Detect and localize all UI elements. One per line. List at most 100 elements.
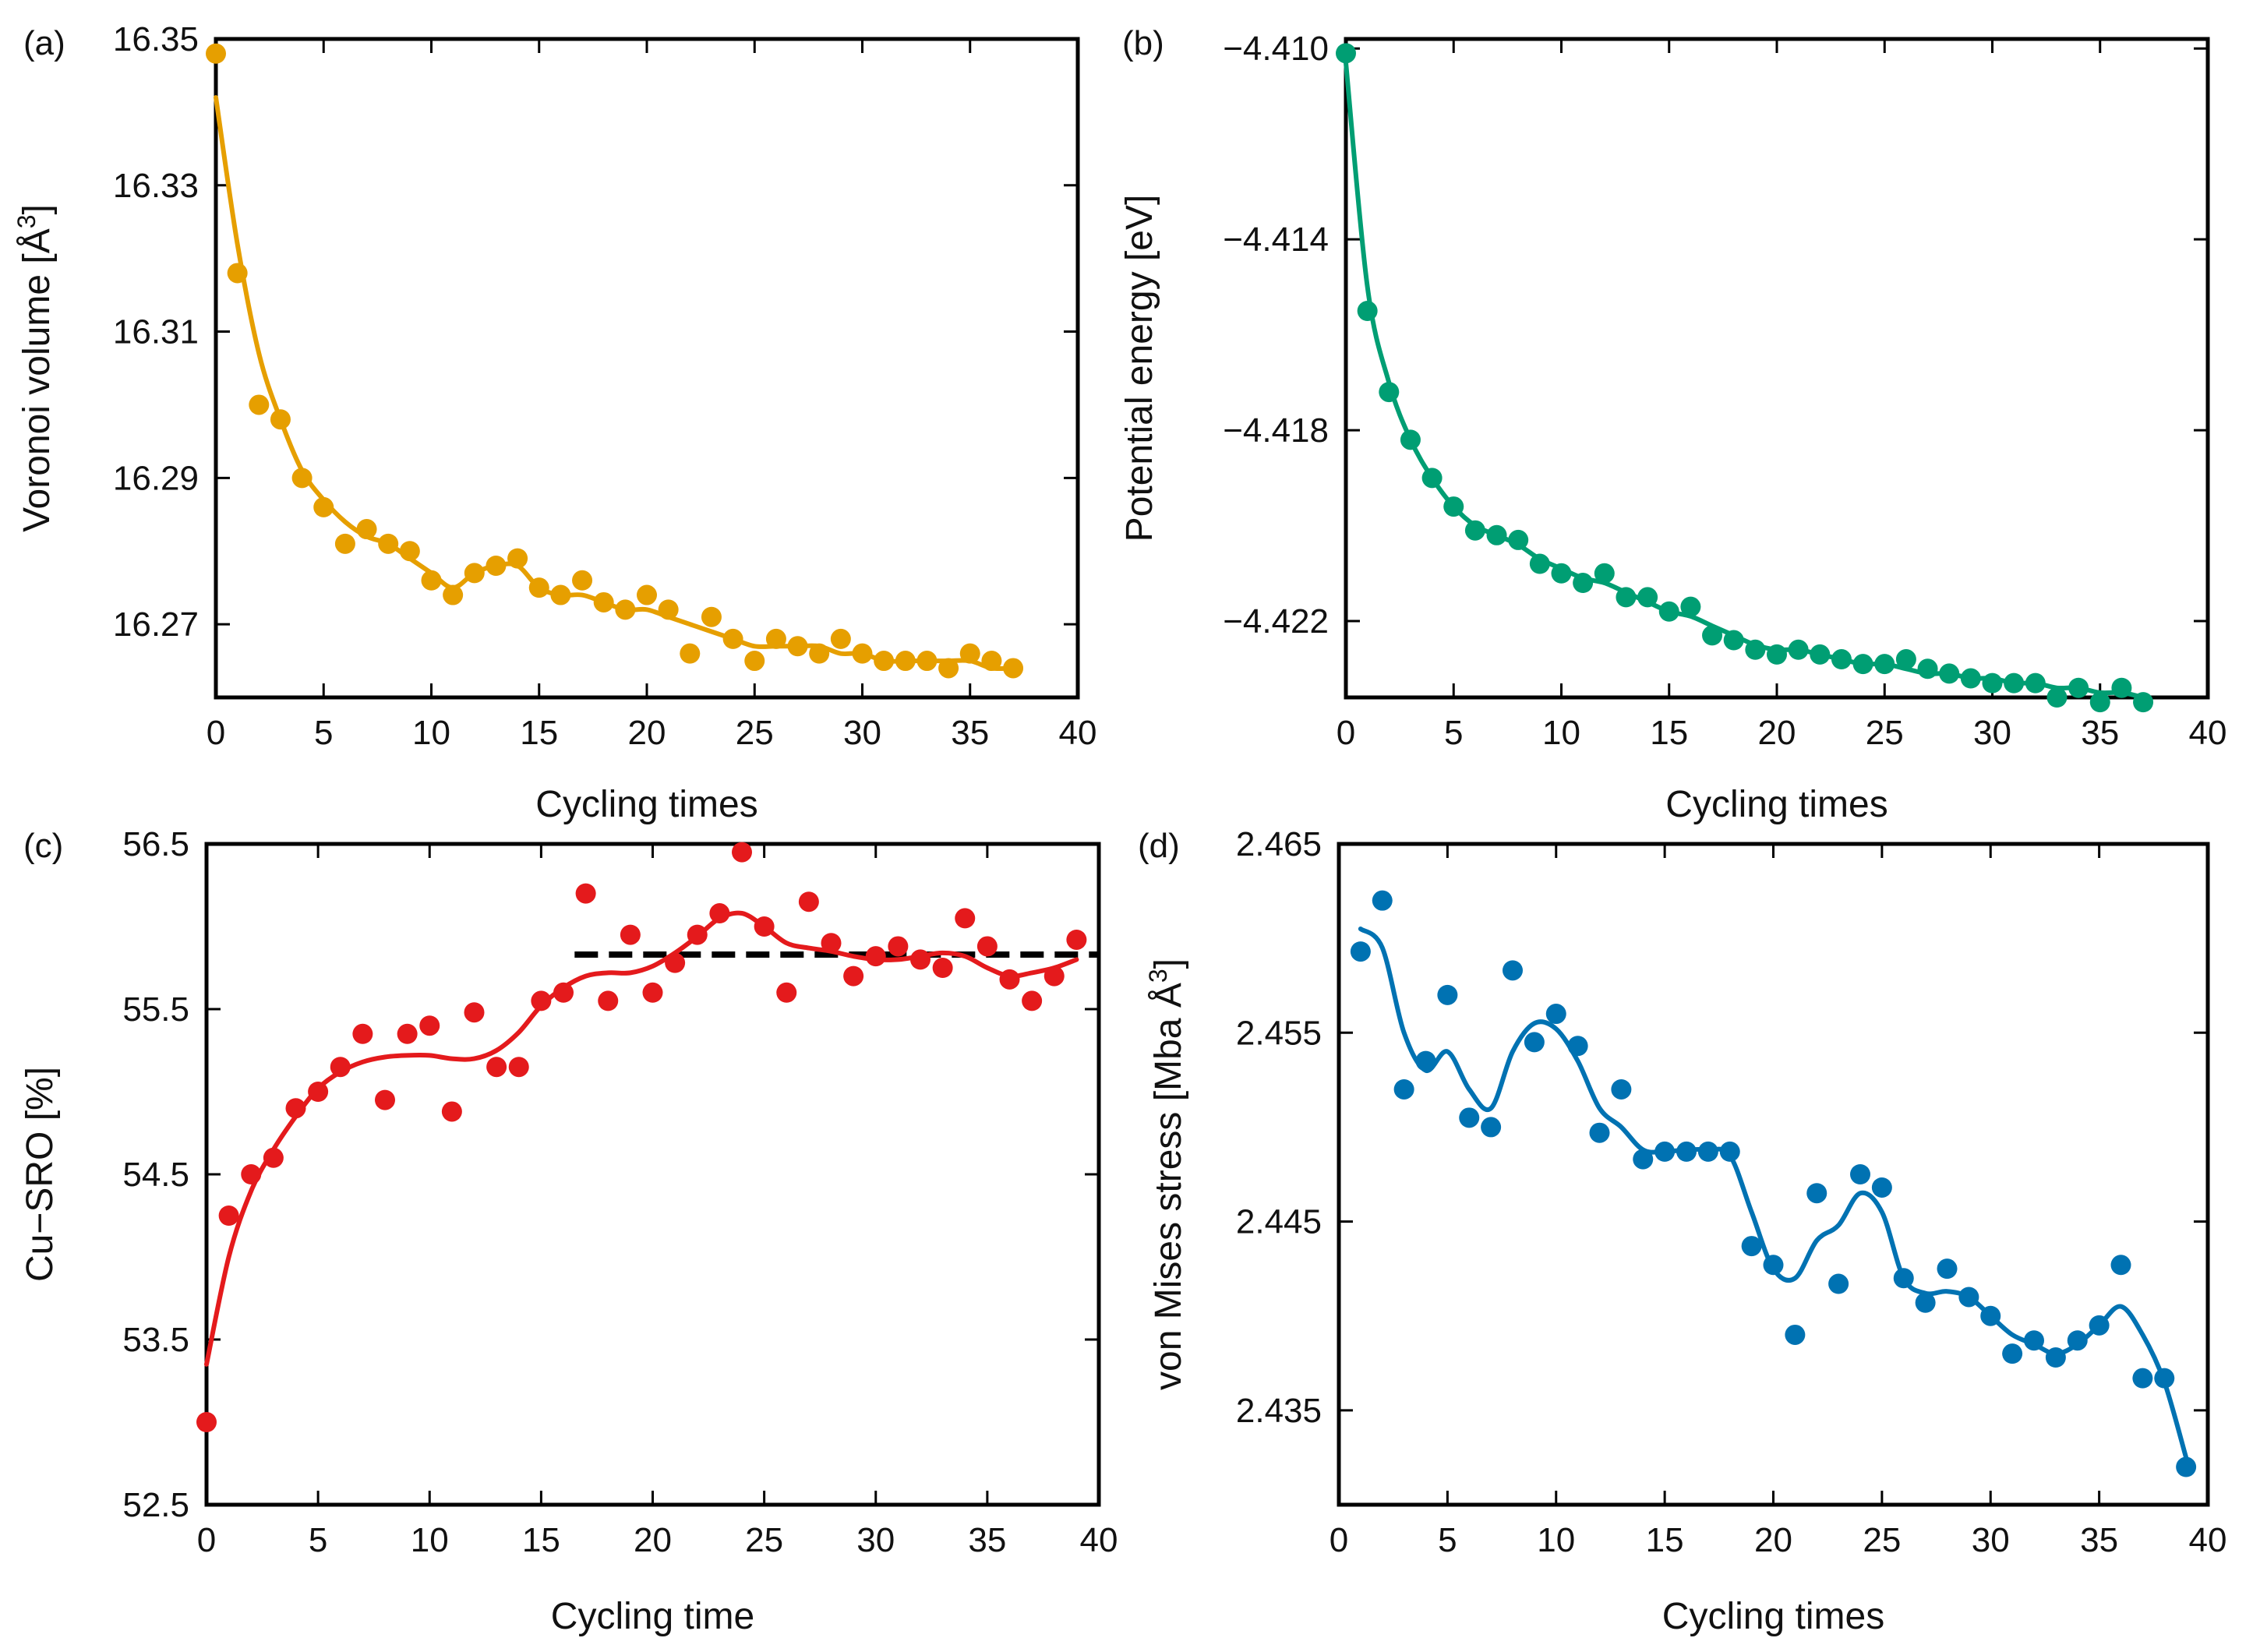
- data-point: [270, 409, 291, 430]
- data-point: [1459, 1107, 1480, 1128]
- data-point: [2089, 1315, 2110, 1336]
- data-point: [1393, 1078, 1414, 1100]
- x-tick-label: 40: [2189, 714, 2227, 752]
- data-point: [1702, 625, 1723, 646]
- data-point: [1895, 649, 1916, 670]
- y-tick-label: 16.35: [113, 20, 199, 58]
- data-point: [665, 952, 686, 973]
- y-tick-label: 16.27: [113, 605, 199, 644]
- data-point: [352, 1023, 373, 1044]
- x-tick-label: 25: [745, 1521, 783, 1559]
- panel-c: 0 5 10 15 20 25 30 35 40 52.5 53.5 54.5 55.5 56.5 (c) C…: [19, 825, 1118, 1637]
- x-tick-label: 10: [411, 1521, 449, 1559]
- x-axis-label: Cycling time: [551, 1596, 754, 1637]
- data-point: [2133, 692, 2154, 713]
- x-tick-label: 40: [2189, 1521, 2227, 1559]
- x-axis-label: Cycling times: [1665, 784, 1888, 825]
- data-point: [976, 936, 998, 957]
- data-point: [1637, 587, 1658, 608]
- data-point: [732, 842, 752, 863]
- x-tick-label: 30: [1973, 714, 2011, 752]
- y-tick-label: 16.29: [113, 459, 199, 497]
- data-point: [955, 908, 976, 929]
- panel-a: 0 5 10 15 20 25 30 35 40 16.27 16.29 16.31 16.33 16.3…: [12, 20, 1096, 825]
- data-point: [830, 628, 851, 649]
- data-point: [1917, 658, 1938, 680]
- y-axis-label: von Mises stress [Mba Å3]: [1144, 958, 1189, 1390]
- x-tick-label: 10: [1542, 714, 1580, 752]
- data-point: [2132, 1368, 2153, 1389]
- data-point: [701, 606, 722, 627]
- x-axis-label: Cycling times: [535, 784, 757, 825]
- data-point: [1806, 1183, 1827, 1204]
- y-tick-label: 52.5: [122, 1486, 189, 1524]
- x-tick-label: 25: [1863, 1521, 1901, 1559]
- data-point: [642, 982, 663, 1003]
- data-point: [932, 958, 953, 978]
- data-point: [572, 570, 593, 591]
- x-tick-label: 30: [1972, 1521, 2010, 1559]
- data-point: [1379, 382, 1400, 403]
- y-axis-label: Voronoi volume [Å3]: [12, 204, 58, 532]
- data-point: [981, 651, 1002, 672]
- x-tick-label: 15: [1650, 714, 1688, 752]
- data-point: [2068, 677, 2089, 698]
- y-axis-label: Potential energy [eV]: [1119, 195, 1160, 542]
- data-point: [1810, 644, 1831, 665]
- data-point: [765, 628, 786, 649]
- data-point: [399, 541, 420, 562]
- data-point: [313, 496, 334, 517]
- x-tick-label: 20: [634, 1521, 672, 1559]
- data-point: [1763, 1255, 1784, 1276]
- x-tick-label: 10: [412, 714, 450, 752]
- x-tick-label: 15: [1646, 1521, 1684, 1559]
- data-point: [441, 1101, 462, 1122]
- data-point: [1529, 553, 1550, 574]
- data-point: [722, 628, 743, 649]
- data-point: [1850, 1164, 1870, 1184]
- x-tick-label: 30: [843, 714, 881, 752]
- data-point: [1611, 1078, 1632, 1100]
- data-point: [356, 519, 377, 540]
- y-tick-label: 54.5: [122, 1156, 189, 1194]
- data-point: [1437, 984, 1458, 1005]
- data-point: [1551, 563, 1572, 584]
- data-point: [1831, 649, 1852, 670]
- panel-label: (a): [23, 24, 65, 62]
- data-point: [1785, 1324, 1806, 1345]
- data-point: [1357, 301, 1378, 322]
- data-point: [334, 533, 355, 554]
- data-point: [1066, 929, 1087, 950]
- fit-curve: [204, 910, 1079, 1367]
- data-point: [1415, 1050, 1436, 1071]
- data-point: [754, 916, 775, 937]
- data-point: [798, 891, 819, 912]
- y-tick-label: −4.410: [1223, 30, 1329, 68]
- data-point: [550, 584, 571, 605]
- data-point: [1893, 1268, 1914, 1289]
- x-tick-label: 0: [1330, 1521, 1348, 1559]
- data-point: [1741, 1236, 1762, 1257]
- y-tick-label: −4.422: [1223, 602, 1329, 641]
- panel-b: 0 5 10 15 20 25 30 35 40 −4.422 −4.418 −4.414 −4.410…: [1119, 24, 2227, 825]
- data-point: [375, 1089, 395, 1110]
- data-point: [1719, 1141, 1740, 1162]
- x-tick-label: 0: [197, 1521, 216, 1559]
- panel-label: (c): [23, 827, 63, 865]
- data-point: [1524, 1032, 1545, 1053]
- data-point: [620, 924, 641, 945]
- data-point: [2067, 1330, 2088, 1351]
- data-point: [1044, 965, 1065, 987]
- data-point: [1788, 639, 1809, 660]
- data-point: [2110, 1255, 2131, 1276]
- data-point: [575, 883, 596, 904]
- x-tick-label: 35: [2081, 714, 2119, 752]
- x-tick-label: 20: [1758, 714, 1796, 752]
- y-tick-label: −4.414: [1223, 221, 1329, 259]
- data-point: [507, 548, 528, 569]
- x-tick-label: 20: [1754, 1521, 1792, 1559]
- x-tick-label: 25: [1866, 714, 1904, 752]
- x-tick-label: 5: [1444, 714, 1463, 752]
- data-point: [421, 570, 442, 591]
- fit-curve: [1358, 927, 2189, 1460]
